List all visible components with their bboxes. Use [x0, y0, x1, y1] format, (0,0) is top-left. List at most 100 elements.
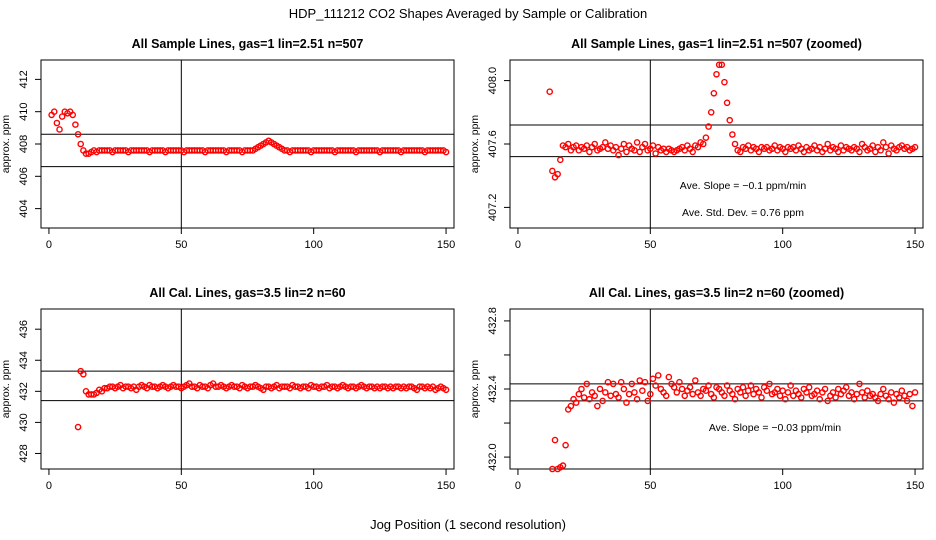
- data-point: [906, 390, 914, 398]
- data-point: [898, 387, 906, 395]
- data-point: [72, 121, 79, 128]
- data-point: [699, 140, 707, 148]
- chart-title: All Cal. Lines, gas=3.5 lin=2 n=60: [149, 286, 345, 300]
- data-point: [74, 131, 82, 138]
- x-tick-label: 100: [774, 480, 792, 492]
- x-tick-label: 0: [46, 239, 52, 251]
- data-point: [631, 389, 638, 396]
- data-point: [564, 140, 572, 148]
- data-point: [766, 380, 773, 388]
- data-point: [731, 140, 739, 148]
- x-tick-label: 150: [906, 239, 924, 251]
- y-axis-label: approx. ppm: [0, 360, 12, 419]
- data-point: [578, 385, 585, 393]
- data-point: [654, 372, 662, 379]
- chart-panel-cal-lines-zoomed: All Cal. Lines, gas=3.5 lin=2 n=60 (zoom…: [469, 286, 924, 492]
- data-point: [885, 150, 892, 157]
- y-tick-label: 408.0: [487, 67, 499, 95]
- x-tick-label: 0: [515, 480, 521, 492]
- data-point: [763, 387, 771, 395]
- data-point: [890, 399, 898, 406]
- data-point: [594, 402, 601, 410]
- x-tick-label: 100: [305, 480, 323, 492]
- data-point: [572, 399, 580, 406]
- data-point: [911, 389, 919, 396]
- y-tick-label: 428: [18, 444, 30, 462]
- data-point: [721, 78, 728, 86]
- data-point: [442, 386, 450, 394]
- data-point: [713, 70, 720, 78]
- data-point: [599, 397, 606, 405]
- data-point: [678, 385, 686, 393]
- y-tick-label: 408: [18, 135, 30, 153]
- chart-annotation: Ave. Std. Dev. = 0.76 ppm: [682, 207, 804, 219]
- chart-title: All Sample Lines, gas=1 lin=2.51 n=507: [132, 37, 364, 51]
- data-point: [647, 390, 654, 398]
- data-point: [715, 61, 723, 69]
- data-point: [882, 143, 890, 151]
- y-axis-label: approx. ppm: [469, 360, 481, 419]
- x-axis-title: Jog Position (1 second resolution): [370, 517, 566, 532]
- data-point: [586, 395, 593, 403]
- y-tick-label: 432.0: [487, 443, 499, 471]
- data-point: [710, 89, 718, 97]
- data-point: [692, 377, 699, 384]
- data-point: [742, 392, 749, 400]
- data-point: [551, 436, 559, 444]
- data-point: [689, 390, 696, 398]
- data-point: [652, 382, 659, 389]
- chart-title: All Sample Lines, gas=1 lin=2.51 n=507 (…: [571, 37, 862, 51]
- data-point: [617, 378, 625, 386]
- x-tick-label: 50: [644, 480, 656, 492]
- data-point: [821, 385, 829, 393]
- page-title: HDP_111212 CO2 Shapes Averaged by Sample…: [288, 6, 648, 21]
- x-tick-label: 100: [305, 239, 323, 251]
- data-point: [557, 156, 564, 164]
- data-point: [562, 441, 569, 449]
- data-point: [903, 397, 911, 405]
- data-point: [53, 119, 61, 127]
- data-point: [705, 123, 712, 130]
- data-point: [718, 61, 726, 69]
- data-point: [641, 378, 649, 386]
- data-point: [856, 148, 863, 156]
- data-point: [689, 148, 696, 156]
- y-axis-label: approx. ppm: [0, 115, 12, 174]
- data-point: [782, 148, 789, 156]
- data-point: [702, 387, 710, 395]
- y-tick-label: 436: [18, 320, 30, 338]
- data-point: [58, 113, 66, 120]
- data-point: [549, 167, 556, 175]
- data-point: [673, 389, 681, 396]
- y-tick-label: 432: [18, 382, 30, 400]
- y-tick-label: 432.4: [487, 375, 499, 403]
- data-point: [641, 140, 649, 148]
- data-point: [731, 395, 739, 403]
- data-point: [665, 373, 673, 381]
- data-point: [803, 389, 810, 396]
- data-point: [591, 392, 599, 400]
- data-point: [567, 402, 575, 410]
- data-point: [554, 170, 561, 178]
- y-tick-label: 434: [18, 351, 30, 369]
- data-point: [617, 145, 625, 153]
- chart-annotation: Ave. Slope = −0.03 ppm/min: [709, 422, 841, 434]
- data-point: [853, 390, 861, 398]
- y-tick-label: 412: [18, 70, 30, 88]
- plot-frame: [40, 59, 455, 229]
- data-point: [805, 383, 813, 391]
- data-point: [628, 380, 636, 388]
- data-point: [686, 383, 694, 391]
- data-point: [858, 389, 866, 396]
- data-point: [887, 389, 895, 396]
- data-point: [583, 380, 591, 388]
- data-point: [694, 143, 702, 151]
- data-point: [636, 148, 644, 156]
- data-point: [874, 397, 882, 405]
- data-point: [744, 387, 752, 395]
- data-point: [602, 389, 609, 396]
- data-point: [782, 395, 789, 403]
- chart-panel-sample-lines: All Sample Lines, gas=1 lin=2.51 n=507 0 5…: [0, 37, 455, 251]
- data-point: [901, 392, 908, 400]
- data-point: [739, 383, 747, 391]
